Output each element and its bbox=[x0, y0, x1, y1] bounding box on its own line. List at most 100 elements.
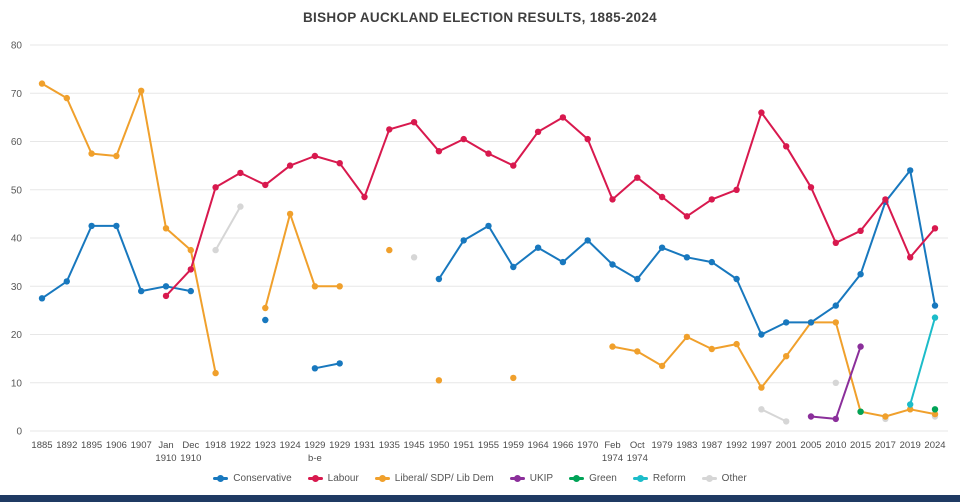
legend-label: Green bbox=[589, 473, 617, 484]
legend-item-other: Other bbox=[701, 473, 747, 484]
x-tick-label: 1964 bbox=[528, 440, 549, 451]
point-labour bbox=[510, 162, 517, 169]
point-labour bbox=[807, 184, 815, 191]
point-green bbox=[857, 408, 864, 415]
point-liberal-sdp-lib-dem bbox=[882, 413, 889, 420]
x-tick-label: 1918 bbox=[205, 440, 226, 451]
point-liberal-sdp-lib-dem bbox=[683, 333, 691, 341]
legend-item-reform: Reform bbox=[632, 473, 686, 484]
point-liberal-sdp-lib-dem bbox=[609, 343, 616, 350]
y-tick-label: 10 bbox=[11, 378, 23, 389]
point-liberal-sdp-lib-dem bbox=[88, 150, 95, 157]
series-line-liberal-sdp-lib-dem bbox=[41, 82, 936, 418]
point-labour bbox=[361, 193, 368, 201]
x-tick-sublabel: 1910 bbox=[155, 453, 176, 464]
x-tick-sublabel: b-e bbox=[308, 453, 322, 464]
point-conservative bbox=[534, 244, 542, 251]
point-liberal-sdp-lib-dem bbox=[162, 225, 170, 232]
point-liberal-sdp-lib-dem bbox=[435, 377, 443, 384]
legend-marker-dot-icon bbox=[705, 474, 713, 482]
point-liberal-sdp-lib-dem bbox=[311, 283, 319, 290]
x-tick-label: 1945 bbox=[404, 440, 425, 451]
point-liberal-sdp-lib-dem bbox=[758, 384, 765, 391]
x-tick-label: 1935 bbox=[379, 440, 400, 451]
point-conservative bbox=[113, 222, 120, 230]
x-tick-label: 1987 bbox=[701, 440, 722, 451]
point-labour bbox=[683, 213, 691, 220]
x-tick-label: 1983 bbox=[676, 440, 697, 451]
point-labour bbox=[212, 184, 219, 191]
legend-item-conservative: Conservative bbox=[213, 473, 292, 484]
legend-label: Other bbox=[721, 473, 747, 484]
point-conservative bbox=[758, 331, 765, 338]
x-tick-label: 2010 bbox=[825, 440, 846, 451]
legend-marker-labour-icon bbox=[307, 474, 323, 482]
point-conservative bbox=[783, 319, 790, 326]
point-conservative bbox=[162, 283, 170, 290]
y-tick-label: 0 bbox=[16, 427, 22, 438]
legend-item-liberal-sdp-lib-dem: Liberal/ SDP/ Lib Dem bbox=[374, 473, 494, 484]
legend-marker-dot-icon bbox=[513, 474, 521, 482]
legend-marker-dot-icon bbox=[217, 474, 225, 482]
point-labour bbox=[733, 186, 740, 193]
point-labour bbox=[559, 114, 567, 121]
x-tick-label: 1907 bbox=[131, 440, 152, 451]
legend-label: UKIP bbox=[529, 473, 554, 484]
legend-marker-dot-icon bbox=[573, 474, 581, 482]
point-labour bbox=[783, 143, 790, 150]
point-conservative bbox=[609, 261, 616, 268]
point-conservative bbox=[683, 254, 691, 261]
x-tick-label: 1966 bbox=[552, 440, 573, 451]
x-tick-label: 2017 bbox=[875, 440, 896, 451]
x-tick-label: 1885 bbox=[31, 440, 52, 451]
point-conservative bbox=[311, 365, 319, 372]
point-conservative bbox=[88, 222, 95, 230]
bottom-bar bbox=[0, 495, 960, 502]
x-tick-label: 1979 bbox=[652, 440, 673, 451]
series-line-other bbox=[216, 207, 935, 422]
point-liberal-sdp-lib-dem bbox=[832, 319, 839, 326]
legend-marker-ukip-icon bbox=[509, 474, 525, 482]
point-labour bbox=[584, 135, 591, 143]
point-conservative bbox=[931, 302, 939, 309]
x-tick-label: 1922 bbox=[230, 440, 251, 451]
point-liberal-sdp-lib-dem bbox=[336, 283, 343, 290]
legend-label: Conservative bbox=[233, 473, 292, 484]
point-conservative bbox=[138, 287, 145, 295]
legend-marker-reform-icon bbox=[632, 474, 648, 482]
legend-item-green: Green bbox=[569, 473, 617, 484]
x-tick-sublabel: 1910 bbox=[180, 453, 201, 464]
point-conservative bbox=[807, 319, 815, 326]
point-other bbox=[237, 203, 244, 210]
point-labour bbox=[907, 254, 914, 261]
point-conservative bbox=[510, 263, 517, 271]
point-liberal-sdp-lib-dem bbox=[63, 94, 70, 102]
point-liberal-sdp-lib-dem bbox=[907, 406, 914, 413]
point-reform bbox=[907, 401, 914, 408]
point-labour bbox=[634, 174, 641, 181]
y-tick-label: 20 bbox=[11, 330, 23, 341]
point-labour bbox=[882, 196, 889, 203]
point-conservative bbox=[857, 271, 864, 278]
point-conservative bbox=[559, 258, 567, 266]
legend-marker-dot-icon bbox=[636, 474, 644, 482]
y-tick-label: 30 bbox=[11, 282, 23, 293]
point-liberal-sdp-lib-dem bbox=[783, 353, 790, 360]
legend-item-labour: Labour bbox=[307, 473, 359, 484]
point-liberal-sdp-lib-dem bbox=[138, 87, 145, 95]
point-liberal-sdp-lib-dem bbox=[510, 374, 517, 382]
point-labour bbox=[658, 193, 666, 201]
point-liberal-sdp-lib-dem bbox=[386, 246, 393, 254]
x-tick-label: 1955 bbox=[478, 440, 499, 451]
point-other bbox=[783, 418, 790, 425]
point-conservative bbox=[584, 237, 591, 244]
y-tick-label: 50 bbox=[11, 185, 23, 196]
x-tick-label: Feb bbox=[604, 440, 620, 451]
x-tick-label: 1906 bbox=[106, 440, 127, 451]
point-labour bbox=[435, 148, 443, 155]
point-conservative bbox=[460, 237, 467, 244]
point-labour bbox=[386, 126, 393, 133]
point-conservative bbox=[38, 295, 46, 302]
x-tick-label: 1931 bbox=[354, 440, 375, 451]
